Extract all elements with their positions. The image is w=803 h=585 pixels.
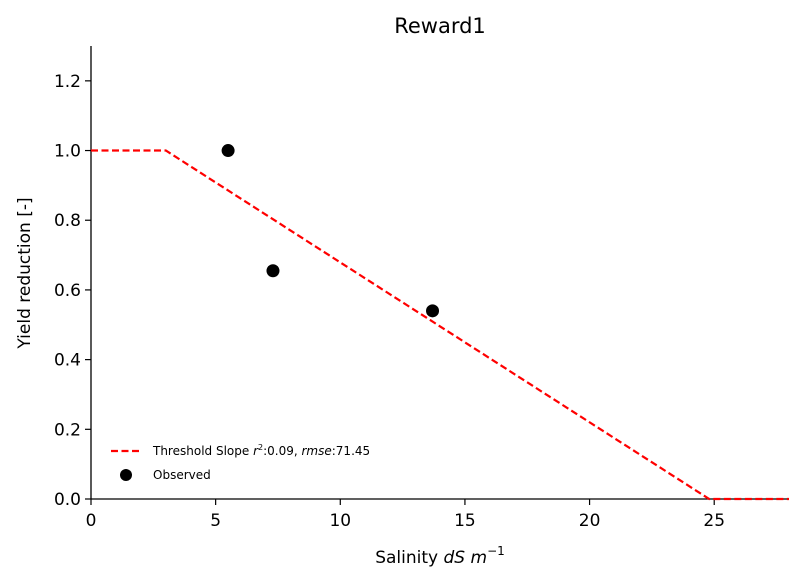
plot-area: 0 5 10 15 20 25 0.0 0.2 0.4 0.6 0.8 1.0 1.2 [54,46,789,531]
x-axis-label: Salinity dS m−1 [375,544,505,568]
x-axis-label-math: dS m [444,548,488,568]
x-tick-label: 25 [703,511,725,531]
y-tick-label: 0.4 [54,351,81,371]
observed-point [266,264,280,278]
legend-entry-threshold-slope: Threshold Slope r2:0.09, rmse:71.45 [152,443,370,458]
x-tick-label: 5 [210,511,221,531]
legend-threshold-math2: rmse [301,444,331,458]
legend-threshold-text1: Threshold Slope [152,444,253,458]
x-tick-label: 0 [86,511,97,531]
x-tick-label: 10 [329,511,351,531]
legend-entry-observed: Observed [153,468,211,482]
y-tick-label: 0.0 [54,490,81,510]
y-tick-label: 0.8 [54,211,81,231]
observed-point [426,304,440,318]
x-axis-label-superscript: −1 [487,544,505,558]
observed-point [221,144,235,158]
legend-threshold-text2: :0.09, [263,444,301,458]
legend-point-swatch [120,469,132,481]
y-tick-label: 0.2 [54,420,81,440]
x-axis-label-prefix: Salinity [375,548,443,568]
chart-title: Reward1 [394,14,486,38]
threshold-slope-line [91,149,789,501]
y-axis-label: Yield reduction [-] [15,197,35,349]
legend-threshold-sup1: 2 [258,443,263,452]
y-tick-label: 1.2 [54,72,81,92]
y-tick-label: 0.6 [54,281,81,301]
x-tick-label: 20 [579,511,601,531]
legend: Threshold Slope r2:0.09, rmse:71.45 Obse… [111,443,370,482]
y-tick-label: 1.0 [54,142,81,162]
legend-threshold-text3: :71.45 [332,444,370,458]
legend-threshold-math1: r [253,444,259,458]
x-tick-label: 15 [454,511,476,531]
